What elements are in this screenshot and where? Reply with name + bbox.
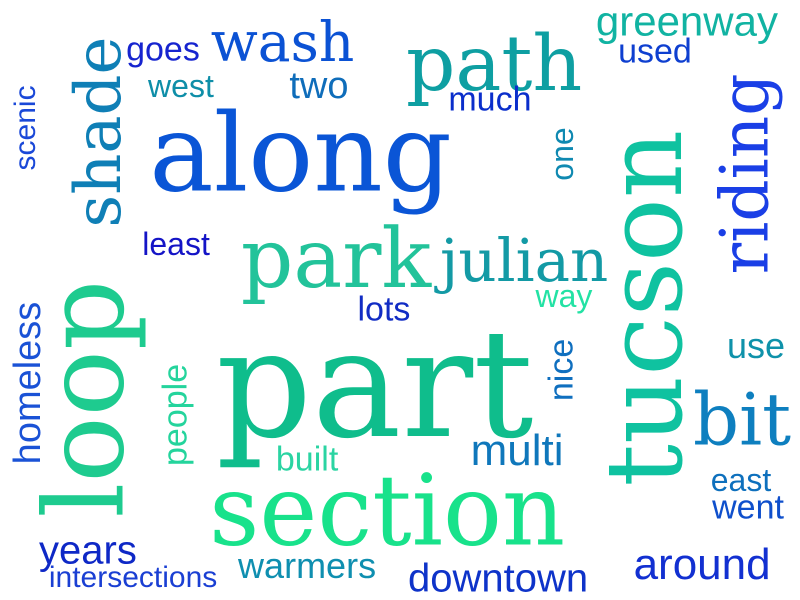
word-homeless: homeless <box>5 301 49 465</box>
word-park: park <box>240 210 432 307</box>
word-much: much <box>448 79 532 119</box>
word-along: along <box>149 90 452 217</box>
word-used: used <box>618 31 692 71</box>
word-people: people <box>155 363 195 466</box>
word-tucson: tucson <box>582 129 707 487</box>
word-west: west <box>148 68 214 104</box>
word-least: least <box>142 226 210 262</box>
word-intersections: intersections <box>48 560 218 594</box>
word-path: path <box>406 18 583 109</box>
word-nice: nice <box>541 338 581 402</box>
word-way: way <box>535 278 593 314</box>
word-lots: lots <box>357 289 411 329</box>
word-riding: riding <box>706 73 784 275</box>
word-multi: multi <box>470 425 564 475</box>
word-julian: julian <box>440 225 609 296</box>
word-went: went <box>712 487 784 527</box>
word-built: built <box>275 439 339 479</box>
word-one: one <box>544 127 580 181</box>
word-goes: goes <box>126 29 200 69</box>
word-wash: wash <box>210 10 355 75</box>
word-scenic: scenic <box>8 85 42 171</box>
word-section: section <box>209 453 566 568</box>
word-years: years <box>39 527 137 573</box>
word-greenway: greenway <box>595 0 778 45</box>
word-around: around <box>633 539 771 589</box>
word-use: use <box>727 325 786 367</box>
word-shade: shade <box>60 36 136 228</box>
word-east: east <box>710 462 772 498</box>
word-bit: bit <box>693 377 792 462</box>
word-two: two <box>289 63 349 107</box>
word-part: part <box>216 296 534 472</box>
word-warmers: warmers <box>238 545 377 587</box>
word-downtown: downtown <box>408 555 589 600</box>
